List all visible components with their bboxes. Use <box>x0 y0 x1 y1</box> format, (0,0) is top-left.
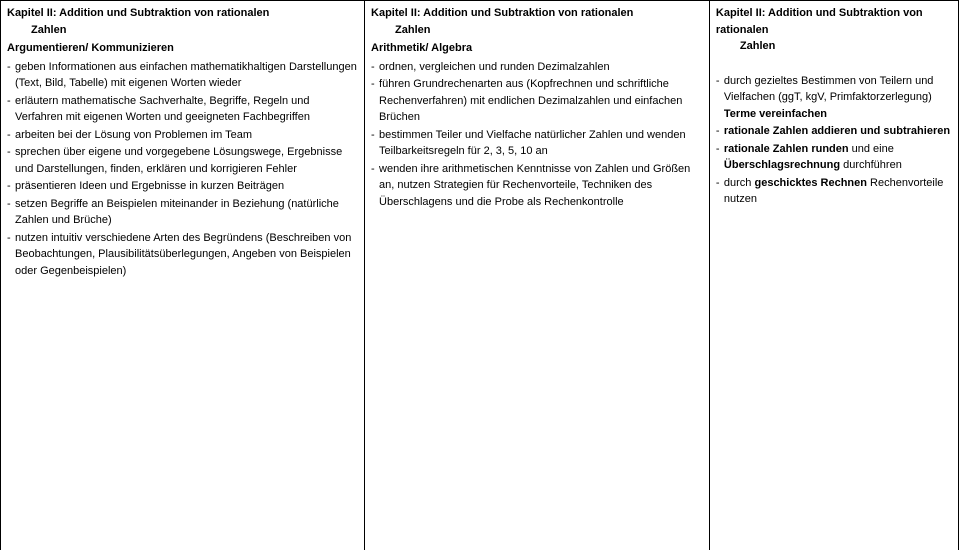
column-2: Kapitel II: Addition und Subtraktion von… <box>365 1 710 550</box>
three-column-table: Kapitel II: Addition und Subtraktion von… <box>0 0 959 550</box>
list-item: rationale Zahlen runden und eine Übersch… <box>716 141 952 174</box>
list-item: rationale Zahlen addieren und subtrahier… <box>716 123 952 140</box>
list-item: erläutern mathematische Sachverhalte, Be… <box>7 93 358 126</box>
text: durch <box>724 177 755 189</box>
text: durchführen <box>840 159 902 171</box>
list-item: wenden ihre arithmetischen Kenntnisse vo… <box>371 161 703 211</box>
spacer <box>716 55 952 71</box>
col1-title-line1: Kapitel II: Addition und Subtraktion von… <box>7 5 358 22</box>
column-3: Kapitel II: Addition und Subtraktion von… <box>710 1 959 550</box>
column-1: Kapitel II: Addition und Subtraktion von… <box>1 1 365 550</box>
text-bold: geschicktes Rechnen <box>754 177 867 189</box>
col3-title-line1: Kapitel II: Addition und Subtraktion von… <box>716 5 952 38</box>
list-item: präsentieren Ideen und Ergebnisse in kur… <box>7 178 358 195</box>
text: durch gezieltes Bestimmen von Teilern un… <box>724 75 934 104</box>
text-bold: Terme vereinfachen <box>724 108 827 120</box>
col3-list: durch gezieltes Bestimmen von Teilern un… <box>716 73 952 208</box>
col1-title-line2: Zahlen <box>7 22 358 39</box>
col2-list: ordnen, vergleichen und runden Dezimalza… <box>371 59 703 211</box>
list-item: arbeiten bei der Lösung von Problemen im… <box>7 127 358 144</box>
text: und eine <box>849 143 894 155</box>
col3-title-line2: Zahlen <box>716 38 952 55</box>
list-item: durch gezieltes Bestimmen von Teilern un… <box>716 73 952 123</box>
list-item: sprechen über eigene und vorgegebene Lös… <box>7 144 358 177</box>
list-item: geben Informationen aus einfachen mathem… <box>7 59 358 92</box>
list-item: setzen Begriffe an Beispielen miteinande… <box>7 196 358 229</box>
text-bold: rationale Zahlen runden <box>724 143 849 155</box>
col2-title-line2: Zahlen <box>371 22 703 39</box>
list-item: bestimmen Teiler und Vielfache natürlich… <box>371 127 703 160</box>
col2-subheading: Arithmetik/ Algebra <box>371 40 703 57</box>
col1-list: geben Informationen aus einfachen mathem… <box>7 59 358 280</box>
list-item: durch geschicktes Rechnen Rechenvorteile… <box>716 175 952 208</box>
text-bold: rationale Zahlen addieren und subtrahier… <box>724 125 950 137</box>
col2-title-line1: Kapitel II: Addition und Subtraktion von… <box>371 5 703 22</box>
list-item: führen Grundrechenarten aus (Kopfrechnen… <box>371 76 703 126</box>
text-bold: Überschlagsrechnung <box>724 159 840 171</box>
list-item: ordnen, vergleichen und runden Dezimalza… <box>371 59 703 76</box>
col1-subheading: Argumentieren/ Kommunizieren <box>7 40 358 57</box>
list-item: nutzen intuitiv verschiedene Arten des B… <box>7 230 358 280</box>
